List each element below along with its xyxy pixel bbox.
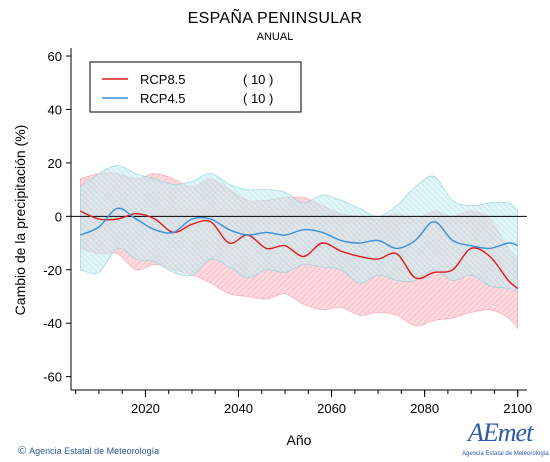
x-axis-label: Año <box>287 432 312 448</box>
x-tick-label: 2080 <box>410 401 439 416</box>
y-tick-label: 0 <box>55 209 62 224</box>
band-rcp45 <box>80 165 518 292</box>
legend-members-rcp85: ( 10 ) <box>243 72 273 87</box>
x-tick-label: 2060 <box>317 401 346 416</box>
x-tick-label: 2100 <box>503 401 532 416</box>
x-tick-label: 2020 <box>131 401 160 416</box>
credit: © Agencia Estatal de Meteorología <box>18 445 159 457</box>
y-tick-label: 40 <box>48 102 62 117</box>
y-tick-label: 20 <box>48 156 62 171</box>
x-tick-label: 2040 <box>224 401 253 416</box>
series-line-rcp45 <box>80 207 518 250</box>
y-tick-label: -40 <box>43 316 62 331</box>
y-tick-label: 60 <box>48 49 62 64</box>
legend-box <box>89 61 302 113</box>
legend-members-rcp45: ( 10 ) <box>243 91 273 106</box>
aemet-logo-word: AEmet <box>468 418 533 447</box>
y-tick-label: -20 <box>43 263 62 278</box>
legend-label-rcp85: RCP8.5 <box>140 72 186 87</box>
legend: RCP8.5 ( 10 ) RCP4.5 ( 10 ) <box>89 61 302 113</box>
y-tick-label: -60 <box>43 370 62 385</box>
credit-text: Agencia Estatal de Meteorología <box>29 446 160 456</box>
chart-subtitle: ANUAL <box>256 31 294 43</box>
series-line-rcp85 <box>80 210 519 290</box>
y-axis-label: Cambio de la precipitación (%) <box>12 125 28 316</box>
aemet-logo-tagline: Agencia Estatal de Meteorología <box>462 451 549 457</box>
aemet-logo: AEmet Agencia Estatal de Meteorología <box>462 418 549 460</box>
legend-label-rcp45: RCP4.5 <box>140 91 186 106</box>
chart-title: ESPAÑA PENINSULAR <box>187 10 363 27</box>
copyright-icon: © <box>18 445 27 457</box>
